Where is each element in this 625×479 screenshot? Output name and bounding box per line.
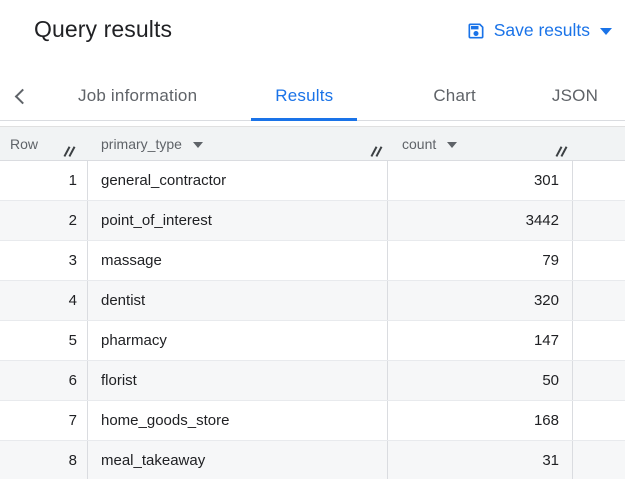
count-cell: 79 [388, 241, 573, 280]
save-results-button[interactable]: Save results [466, 20, 612, 41]
empty-cell [573, 241, 625, 280]
empty-cell [573, 401, 625, 440]
row-number-cell: 7 [0, 401, 88, 440]
count-cell: 147 [388, 321, 573, 360]
table-row: 1 general_contractor 301 [0, 161, 625, 201]
empty-cell [573, 321, 625, 360]
table-row: 5 pharmacy 147 [0, 321, 625, 361]
count-cell: 50 [388, 361, 573, 400]
save-icon [466, 21, 486, 41]
empty-cell [573, 281, 625, 320]
caret-down-icon [600, 28, 612, 35]
table-row: 8 meal_takeaway 31 [0, 441, 625, 479]
row-number-cell: 6 [0, 361, 88, 400]
column-header-row-label: Row [10, 135, 39, 152]
table-row: 2 point_of_interest 3442 [0, 201, 625, 241]
column-header-primary-type: primary_type [88, 127, 388, 160]
column-header-count-label: count [402, 135, 437, 152]
sort-caret-icon[interactable] [447, 141, 458, 148]
empty-cell [573, 361, 625, 400]
primary-type-cell: dentist [88, 281, 388, 320]
count-cell: 168 [388, 401, 573, 440]
page-title: Query results [34, 16, 173, 42]
primary-type-cell: meal_takeaway [88, 441, 388, 479]
tab-bar: Job information Results Chart JSON [0, 72, 625, 121]
row-number-cell: 3 [0, 241, 88, 280]
count-cell: 301 [388, 161, 573, 200]
row-number-cell: 2 [0, 201, 88, 240]
column-resize-icon[interactable] [554, 146, 569, 158]
column-header-spacer [573, 127, 625, 160]
column-header-row: Row [0, 127, 88, 160]
table-row: 3 massage 79 [0, 241, 625, 281]
column-resize-icon[interactable] [62, 146, 77, 158]
panel-header: Query results Save results [0, 0, 625, 72]
row-number-cell: 1 [0, 161, 88, 200]
tab-json[interactable]: JSON [551, 86, 599, 105]
chevron-left-icon[interactable] [14, 88, 31, 105]
table-row: 7 home_goods_store 168 [0, 401, 625, 441]
primary-type-cell: point_of_interest [88, 201, 388, 240]
primary-type-cell: home_goods_store [88, 401, 388, 440]
column-header-primary-type-label: primary_type [101, 135, 182, 152]
table-body: 1 general_contractor 301 2 point_of_inte… [0, 161, 625, 479]
column-resize-icon[interactable] [369, 146, 384, 158]
primary-type-cell: pharmacy [88, 321, 388, 360]
save-results-label: Save results [493, 20, 590, 40]
tabs: Job information Results Chart JSON [54, 72, 622, 121]
table-row: 4 dentist 320 [0, 281, 625, 321]
tab-chart[interactable]: Chart [433, 86, 476, 105]
count-cell: 3442 [388, 201, 573, 240]
tab-results[interactable]: Results [251, 72, 358, 121]
primary-type-cell: florist [88, 361, 388, 400]
row-number-cell: 4 [0, 281, 88, 320]
table-header-row: Row primary_type count [0, 126, 625, 161]
primary-type-cell: general_contractor [88, 161, 388, 200]
empty-cell [573, 201, 625, 240]
sort-caret-icon[interactable] [192, 141, 203, 148]
count-cell: 31 [388, 441, 573, 479]
empty-cell [573, 441, 625, 479]
row-number-cell: 5 [0, 321, 88, 360]
count-cell: 320 [388, 281, 573, 320]
primary-type-cell: massage [88, 241, 388, 280]
tab-job-information[interactable]: Job information [78, 86, 198, 105]
table-row: 6 florist 50 [0, 361, 625, 401]
row-number-cell: 8 [0, 441, 88, 479]
empty-cell [573, 161, 625, 200]
column-header-count: count [388, 127, 573, 160]
